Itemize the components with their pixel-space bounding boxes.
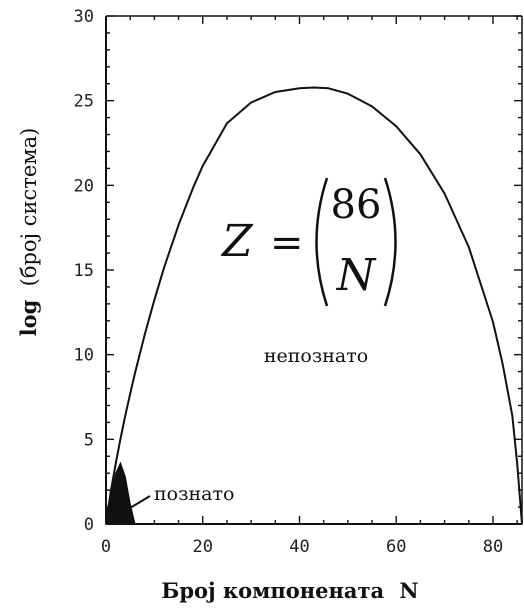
curve-point bbox=[467, 246, 470, 248]
y-tick-label: 5 bbox=[84, 430, 94, 450]
curve-point bbox=[124, 414, 127, 417]
formula-eq: = bbox=[270, 220, 304, 266]
curve-point bbox=[201, 165, 204, 167]
y-tick-label: 10 bbox=[74, 346, 94, 366]
x-axis-title-symbol: N bbox=[399, 578, 418, 603]
formula-right-paren bbox=[383, 177, 397, 307]
plot-frame bbox=[105, 15, 523, 525]
curve-point bbox=[492, 321, 494, 323]
annotation-known-pointer bbox=[129, 495, 151, 509]
curve-point bbox=[129, 392, 131, 395]
x-tick-label: 60 bbox=[386, 537, 406, 557]
curve-point bbox=[163, 266, 165, 269]
x-axis-title-text: Број компонената bbox=[161, 578, 384, 603]
y-tick-label: 25 bbox=[74, 92, 94, 112]
y-axis-title: log (број система) bbox=[16, 128, 41, 337]
curve-point bbox=[134, 372, 136, 374]
x-tick-label: 20 bbox=[193, 537, 213, 557]
binomial-curve bbox=[105, 86, 523, 525]
x-tick-label: 80 bbox=[483, 537, 503, 557]
curve-point bbox=[313, 86, 315, 89]
x-tick-label: 40 bbox=[289, 537, 309, 557]
curve-point bbox=[119, 437, 122, 440]
y-tick-label: 20 bbox=[74, 176, 94, 196]
curve-point bbox=[371, 105, 373, 108]
y-tick-label: 15 bbox=[74, 261, 94, 281]
curve-point bbox=[521, 523, 523, 525]
curve-point bbox=[347, 92, 349, 95]
curve-point bbox=[501, 363, 504, 366]
formula-lhs: Z bbox=[220, 216, 254, 267]
curve-point bbox=[298, 87, 301, 90]
curve-point bbox=[143, 333, 146, 336]
curve-point bbox=[153, 299, 156, 301]
curve-point bbox=[226, 122, 228, 125]
curve-point bbox=[114, 462, 117, 465]
known-region-layer bbox=[105, 461, 136, 525]
known-region bbox=[105, 461, 136, 525]
curve-point bbox=[443, 192, 446, 195]
y-axis-ticks: 0 5 10 15 20 25 30 bbox=[74, 7, 522, 535]
x-tick-label: 0 bbox=[101, 537, 111, 557]
x-axis-ticks: 0 20 40 60 80 bbox=[101, 16, 518, 557]
curve-point bbox=[419, 153, 422, 156]
curve-point bbox=[274, 91, 277, 93]
y-axis-title-rest: (број система) bbox=[17, 128, 41, 287]
x-axis-title: Број компонената N bbox=[161, 578, 418, 603]
curve-point bbox=[327, 87, 330, 90]
formula-bottom: N bbox=[336, 250, 377, 301]
binomial-formula: Z = 86 N bbox=[220, 177, 397, 307]
curve-point bbox=[250, 101, 252, 104]
curve-point bbox=[177, 223, 180, 226]
formula-top: 86 bbox=[331, 182, 382, 228]
y-tick-label: 0 bbox=[84, 515, 94, 535]
curve-point bbox=[192, 186, 194, 189]
annotation-unknown: непознато bbox=[264, 345, 368, 367]
annotation-known: познато bbox=[154, 483, 234, 505]
y-axis-title-prefix: log bbox=[16, 299, 41, 336]
curve-point bbox=[395, 125, 398, 128]
curve-point bbox=[511, 414, 514, 417]
curve-layer bbox=[105, 86, 523, 525]
curve-point bbox=[516, 462, 518, 465]
formula-left-paren bbox=[315, 177, 329, 307]
y-tick-label: 30 bbox=[74, 7, 94, 27]
